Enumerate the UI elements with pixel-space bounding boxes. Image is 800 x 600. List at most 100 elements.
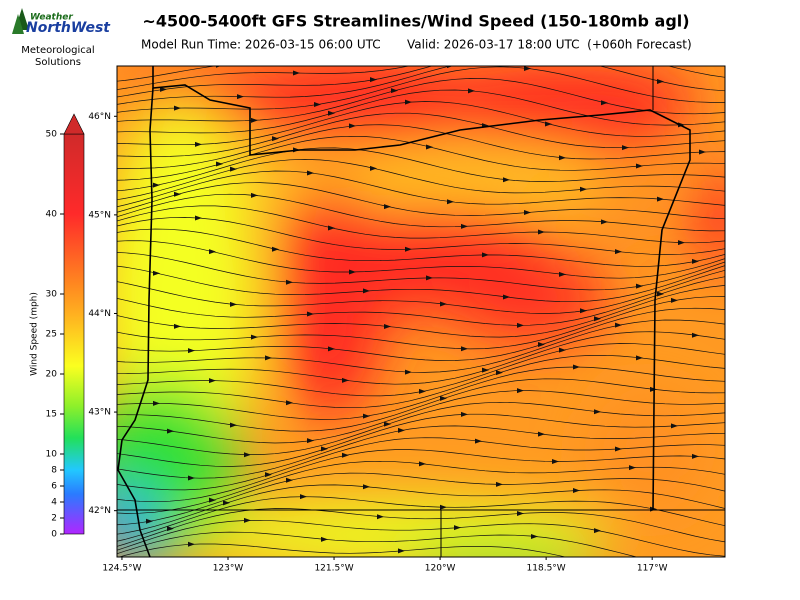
y-tick-label: 45°N (88, 210, 111, 220)
streamline (117, 228, 725, 267)
streamline (117, 307, 725, 361)
streamline-arrow (251, 192, 258, 198)
streamline-arrow (377, 514, 384, 520)
streamline-arrow (167, 526, 174, 532)
streamline-arrow (678, 240, 685, 246)
y-tick-label: 42°N (88, 506, 111, 516)
colorbar-tick-label: 50 (46, 130, 58, 140)
streamline-arrow (370, 165, 377, 171)
streamline-arrow (482, 252, 489, 258)
streamline-arrow (559, 271, 566, 277)
streamline-arrow (636, 283, 643, 289)
streamline (117, 401, 725, 455)
colorbar-tick-label: 6 (51, 482, 57, 492)
streamline-arrow (265, 355, 272, 361)
streamline-arrow (671, 562, 678, 567)
streamline-arrow (692, 258, 699, 264)
streamline-arrow (286, 477, 293, 483)
streamline (117, 285, 725, 338)
streamline-arrow (209, 497, 216, 503)
streamline-arrow (440, 395, 447, 401)
streamline-arrow (608, 566, 615, 571)
streamline-arrow (517, 388, 524, 394)
streamline (117, 159, 725, 201)
streamline-arrow (419, 388, 426, 394)
streamline-arrow (153, 400, 160, 406)
streamline (117, 531, 639, 557)
streamline-arrow (251, 117, 258, 123)
streamline-arrow (559, 155, 566, 161)
streamline-arrow (167, 428, 174, 434)
streamline-arrow (461, 411, 468, 417)
streamline-arrow (195, 215, 202, 221)
streamline-arrow (601, 100, 608, 106)
map-frame (116, 65, 726, 558)
streamline (117, 437, 725, 491)
streamline-arrow (503, 177, 510, 183)
colorbar-tick-label: 20 (46, 370, 58, 380)
streamline-arrow (538, 431, 545, 437)
streamline (117, 217, 725, 255)
streamline-arrow (580, 186, 587, 192)
streamline-arrow (293, 70, 300, 76)
streamline (117, 265, 725, 303)
y-tick-label: 46°N (88, 112, 111, 122)
streamline-arrow (300, 494, 307, 500)
logo-tagline: Solutions (35, 57, 81, 68)
streamline-arrow (503, 294, 510, 300)
streamline-arrow (573, 364, 580, 370)
streamline-arrow (195, 141, 202, 147)
streamline (117, 89, 725, 134)
y-tick-label: 43°N (88, 408, 111, 418)
streamline-arrow (307, 311, 314, 317)
colorbar-label: Wind Speed (mph) (30, 292, 40, 376)
colorbar-tick-label: 25 (46, 330, 57, 340)
streamline-arrow (636, 163, 643, 169)
streamline-arrow (160, 86, 167, 92)
streamline (117, 390, 725, 444)
streamline-arrow (657, 291, 664, 297)
streamline-arrow (307, 170, 314, 176)
logo-text: NorthWest (26, 20, 111, 36)
streamline-arrow (531, 533, 538, 539)
streamline (117, 252, 725, 291)
streamline (117, 66, 725, 105)
streamline-arrow (545, 121, 552, 127)
colorbar-tick-label: 30 (46, 290, 58, 300)
streamline-arrow (524, 209, 531, 215)
streamline-arrow (230, 301, 237, 307)
streamline-arrow (692, 332, 699, 338)
streamline-arrow (440, 504, 447, 510)
streamline-arrow (496, 481, 503, 487)
streamline-arrow (272, 136, 279, 142)
streamlines (117, 66, 725, 571)
streamline (117, 135, 725, 181)
streamline-arrow (209, 378, 216, 384)
streamline-arrow (349, 269, 356, 275)
colorbar-tick-label: 40 (46, 210, 58, 220)
title: ~4500-5400ft GFS Streamlines/Wind Speed … (142, 12, 689, 31)
streamline-arrow (496, 370, 503, 376)
streamline-arrow (517, 510, 524, 516)
streamline-arrow (482, 367, 489, 373)
streamline-arrow (468, 88, 475, 94)
streamline-arrow (363, 288, 370, 294)
streamline (117, 269, 725, 314)
streamline (117, 66, 411, 90)
x-tick-label: 123°W (213, 564, 244, 574)
streamline (117, 413, 725, 467)
streamline-arrow (216, 161, 223, 167)
streamline-arrow (230, 166, 237, 172)
streamline-arrow (244, 517, 251, 523)
streamline (117, 366, 725, 420)
streamline-arrow (174, 105, 181, 111)
x-tick-label: 117°W (637, 564, 668, 574)
streamline-arrow (405, 369, 412, 375)
streamline (117, 296, 725, 350)
streamline-arrow (286, 400, 293, 406)
streamline (117, 519, 725, 557)
streamline-arrow (398, 427, 405, 433)
streamline-arrow (307, 438, 314, 444)
streamline-arrow (328, 225, 335, 231)
